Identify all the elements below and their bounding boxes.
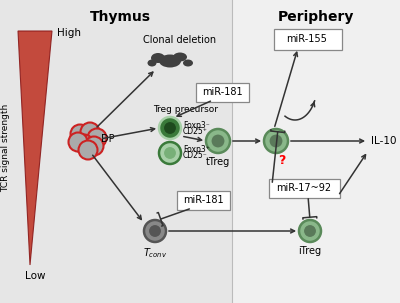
Circle shape: [70, 125, 90, 144]
Polygon shape: [18, 31, 52, 265]
Ellipse shape: [159, 55, 181, 68]
Text: tTreg: tTreg: [206, 157, 230, 167]
FancyBboxPatch shape: [176, 191, 230, 209]
Circle shape: [78, 141, 98, 159]
Circle shape: [159, 142, 181, 164]
Circle shape: [304, 225, 316, 238]
Circle shape: [211, 134, 225, 148]
Text: High: High: [57, 28, 81, 38]
Text: DP: DP: [101, 134, 115, 144]
Text: CD25⁺: CD25⁺: [183, 126, 208, 135]
Bar: [232, 0, 400, 303]
Text: Foxp3⁺: Foxp3⁺: [183, 145, 210, 155]
Ellipse shape: [173, 52, 187, 62]
Text: ?: ?: [278, 155, 286, 168]
Text: TCR signal strength: TCR signal strength: [2, 104, 10, 192]
FancyBboxPatch shape: [274, 28, 342, 49]
Text: CD25⁻: CD25⁻: [183, 152, 208, 161]
Text: miR-17~92: miR-17~92: [276, 183, 332, 193]
Ellipse shape: [148, 59, 156, 66]
Text: Clonal deletion: Clonal deletion: [144, 35, 216, 45]
Text: Foxp3⁻: Foxp3⁻: [183, 121, 210, 129]
Circle shape: [144, 220, 166, 242]
Circle shape: [164, 122, 176, 135]
Circle shape: [159, 117, 181, 139]
Text: Periphery: Periphery: [278, 10, 354, 24]
Text: miR-181: miR-181: [202, 87, 242, 97]
Circle shape: [84, 136, 104, 155]
Circle shape: [164, 146, 176, 159]
Circle shape: [206, 129, 230, 153]
Text: Thymus: Thymus: [90, 10, 150, 24]
FancyBboxPatch shape: [196, 82, 248, 102]
Circle shape: [88, 128, 106, 148]
Text: Treg precursor: Treg precursor: [153, 105, 218, 114]
Circle shape: [68, 132, 88, 152]
Circle shape: [299, 220, 321, 242]
FancyBboxPatch shape: [268, 178, 340, 198]
Circle shape: [269, 134, 283, 148]
Text: miR-155: miR-155: [286, 34, 328, 44]
Text: Low: Low: [25, 271, 45, 281]
Text: miR-181: miR-181: [183, 195, 223, 205]
Ellipse shape: [151, 53, 165, 63]
Text: IL-10: IL-10: [371, 136, 396, 146]
Text: iTreg: iTreg: [298, 246, 322, 256]
Circle shape: [80, 122, 100, 142]
Circle shape: [264, 129, 288, 153]
Circle shape: [148, 225, 162, 238]
Circle shape: [74, 135, 94, 154]
Text: $T_{conv}$: $T_{conv}$: [143, 246, 167, 260]
Ellipse shape: [183, 59, 193, 66]
